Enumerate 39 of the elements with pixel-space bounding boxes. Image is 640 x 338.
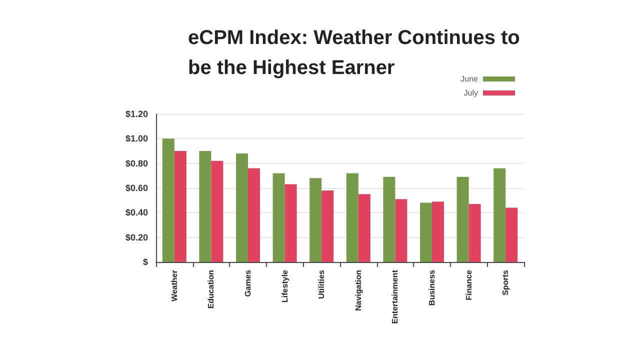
y-tick-label: $0.20 [125,232,148,242]
y-tick-label: $0.40 [125,208,148,218]
x-tick-label: Lifestyle [280,269,290,302]
bar [174,151,186,262]
legend-label: July [464,88,478,98]
x-tick-label: Sports [501,269,510,296]
bar [236,153,248,262]
bar [272,173,285,262]
y-tick-label: $0.60 [125,183,148,193]
bar [322,190,334,262]
bar [211,160,224,262]
y-tick-label: $1.00 [125,134,148,144]
bar [456,176,469,262]
x-tick-label: Navigation [354,270,363,311]
bar [358,194,370,262]
x-tick-label: Entertainment [390,270,400,324]
x-tick-label: Education [206,270,216,309]
bar [248,168,260,262]
x-tick-label: Games [244,269,252,297]
legend-label: June [460,74,479,84]
bar [468,204,481,262]
bar [420,202,432,262]
y-tick-label: $ [142,257,148,267]
bar [494,168,506,262]
x-tick-label: Finance [464,269,474,300]
bar [199,151,212,262]
y-tick-label: $0.80 [125,158,148,168]
x-tick-label: Utilities [317,269,326,299]
bar [432,202,444,262]
bar [346,173,358,262]
x-tick-label: Weather [170,270,179,302]
bar [506,208,518,262]
bar [383,176,396,262]
bar [284,184,297,262]
y-tick-label: $1.20 [125,109,148,119]
bar [162,138,174,262]
x-tick-label: Business [428,269,436,306]
bar [310,178,322,262]
bar [395,199,408,262]
